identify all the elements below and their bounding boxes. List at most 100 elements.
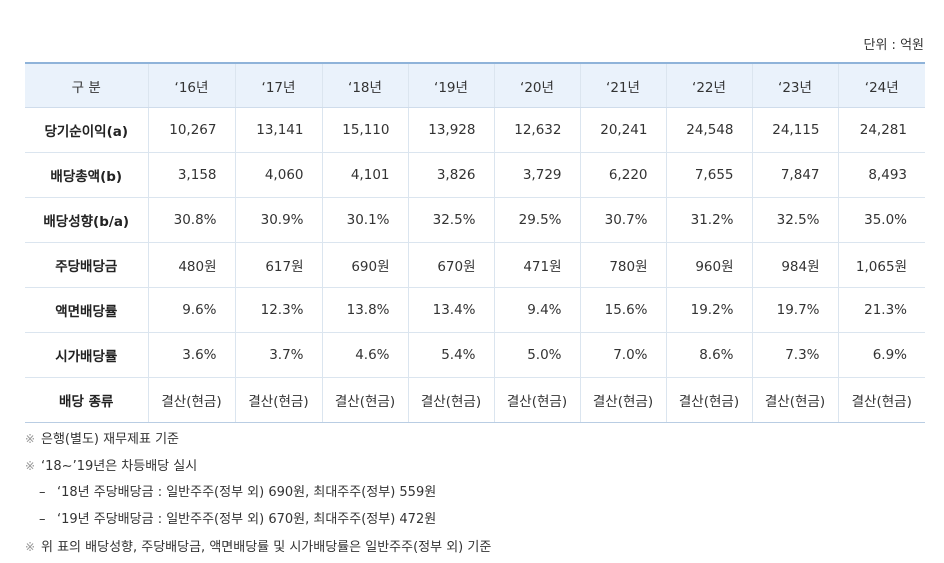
table-cell: 3.6% xyxy=(148,332,236,378)
table-cell: 15,110 xyxy=(322,107,409,153)
table-cell: 32.5% xyxy=(752,197,839,243)
row-label: 배당 종류 xyxy=(25,377,149,423)
header-year: ‘23년 xyxy=(752,62,839,108)
table-cell: 5.0% xyxy=(494,332,581,378)
reference-mark-icon: ※ xyxy=(25,540,36,554)
table-cell: 32.5% xyxy=(408,197,495,243)
header-year: ‘20년 xyxy=(494,62,581,108)
footnote-sub-text: ‘18년 주당배당금 : 일반주주(정부 외) 690원, 최대주주(정부) 5… xyxy=(57,485,437,500)
table-cell: 7,847 xyxy=(752,152,839,198)
table-cell: 6.9% xyxy=(838,332,925,378)
table-cell: 29.5% xyxy=(494,197,581,243)
table-cell: 7,655 xyxy=(666,152,753,198)
table-cell: 24,548 xyxy=(666,107,753,153)
table-cell: 5.4% xyxy=(408,332,495,378)
footnote-text: ‘18∼’19년은 차등배당 실시 xyxy=(41,459,198,474)
table-cell: 31.2% xyxy=(666,197,753,243)
table-cell: 780원 xyxy=(580,242,667,288)
footnote-sub: – ‘18년 주당배당금 : 일반주주(정부 외) 690원, 최대주주(정부) … xyxy=(25,482,491,509)
table-cell: 9.6% xyxy=(148,287,236,333)
table-cell: 3.7% xyxy=(235,332,323,378)
table-row: 당기순이익(a) 10,267 13,141 15,110 13,928 12,… xyxy=(25,107,925,153)
table-cell: 결산(현금) xyxy=(408,377,495,423)
table-cell: 1,065원 xyxy=(838,242,925,288)
table-cell: 30.9% xyxy=(235,197,323,243)
header-year: ‘21년 xyxy=(580,62,667,108)
table-cell: 3,158 xyxy=(148,152,236,198)
header-year: ‘19년 xyxy=(408,62,495,108)
footnote-text: 은행(별도) 재무제표 기준 xyxy=(41,432,180,447)
table-cell: 24,115 xyxy=(752,107,839,153)
footnote: ※ 위 표의 배당성향, 주당배당금, 액면배당률 및 시가배당률은 일반주주(정… xyxy=(25,536,491,563)
table-cell: 19.7% xyxy=(752,287,839,333)
table-cell: 617원 xyxy=(235,242,323,288)
table-cell: 12,632 xyxy=(494,107,581,153)
table-cell: 결산(현금) xyxy=(235,377,323,423)
table-cell: 15.6% xyxy=(580,287,667,333)
table-header-row: 구 분 ‘16년 ‘17년 ‘18년 ‘19년 ‘20년 ‘21년 ‘22년 ‘… xyxy=(25,62,925,108)
table-cell: 7.0% xyxy=(580,332,667,378)
table-cell: 471원 xyxy=(494,242,581,288)
table-row: 액면배당률 9.6% 12.3% 13.8% 13.4% 9.4% 15.6% … xyxy=(25,287,925,333)
header-year: ‘22년 xyxy=(666,62,753,108)
table-cell: 4,060 xyxy=(235,152,323,198)
table-cell: 결산(현금) xyxy=(494,377,581,423)
table-row: 배당총액(b) 3,158 4,060 4,101 3,826 3,729 6,… xyxy=(25,152,925,198)
table-row: 주당배당금 480원 617원 690원 670원 471원 780원 960원… xyxy=(25,242,925,288)
header-year: ‘17년 xyxy=(235,62,323,108)
table-row: 시가배당률 3.6% 3.7% 4.6% 5.4% 5.0% 7.0% 8.6%… xyxy=(25,332,925,378)
table-cell: 30.8% xyxy=(148,197,236,243)
table-cell: 3,826 xyxy=(408,152,495,198)
table-cell: 24,281 xyxy=(838,107,925,153)
header-year: ‘16년 xyxy=(148,62,236,108)
table-cell: 13.4% xyxy=(408,287,495,333)
footnote-sub-text: ‘19년 주당배당금 : 일반주주(정부 외) 670원, 최대주주(정부) 4… xyxy=(57,512,437,527)
table-cell: 3,729 xyxy=(494,152,581,198)
row-label: 액면배당률 xyxy=(25,287,149,333)
table-cell: 13.8% xyxy=(322,287,409,333)
table-cell: 결산(현금) xyxy=(838,377,925,423)
table-cell: 6,220 xyxy=(580,152,667,198)
unit-label: 단위 : 억원 xyxy=(863,38,925,53)
table-cell: 30.1% xyxy=(322,197,409,243)
footnote: ※ ‘18∼’19년은 차등배당 실시 xyxy=(25,455,491,482)
table-cell: 21.3% xyxy=(838,287,925,333)
row-label: 주당배당금 xyxy=(25,242,149,288)
footnote-sub: – ‘19년 주당배당금 : 일반주주(정부 외) 670원, 최대주주(정부) … xyxy=(25,509,491,536)
table-cell: 결산(현금) xyxy=(580,377,667,423)
dash-icon: – xyxy=(39,512,46,527)
row-label: 시가배당률 xyxy=(25,332,149,378)
table-row: 배당성향(b/a) 30.8% 30.9% 30.1% 32.5% 29.5% … xyxy=(25,197,925,243)
footnote-text: 위 표의 배당성향, 주당배당금, 액면배당률 및 시가배당률은 일반주주(정부… xyxy=(41,540,492,555)
table-cell: 10,267 xyxy=(148,107,236,153)
table-cell: 960원 xyxy=(666,242,753,288)
reference-mark-icon: ※ xyxy=(25,459,36,473)
row-label: 당기순이익(a) xyxy=(25,107,149,153)
table-cell: 20,241 xyxy=(580,107,667,153)
table-cell: 984원 xyxy=(752,242,839,288)
table-cell: 670원 xyxy=(408,242,495,288)
table-cell: 9.4% xyxy=(494,287,581,333)
table-cell: 30.7% xyxy=(580,197,667,243)
header-year: ‘24년 xyxy=(838,62,925,108)
table-cell: 7.3% xyxy=(752,332,839,378)
table-cell: 19.2% xyxy=(666,287,753,333)
row-label: 배당총액(b) xyxy=(25,152,149,198)
table-cell: 결산(현금) xyxy=(322,377,409,423)
dash-icon: – xyxy=(39,485,46,500)
dividend-table: 구 분 ‘16년 ‘17년 ‘18년 ‘19년 ‘20년 ‘21년 ‘22년 ‘… xyxy=(25,62,925,423)
table-cell: 결산(현금) xyxy=(148,377,236,423)
footnotes: ※ 은행(별도) 재무제표 기준 ※ ‘18∼’19년은 차등배당 실시 – ‘18년… xyxy=(25,428,491,563)
footnote: ※ 은행(별도) 재무제표 기준 xyxy=(25,428,491,455)
table-cell: 8,493 xyxy=(838,152,925,198)
table-cell: 12.3% xyxy=(235,287,323,333)
header-year: ‘18년 xyxy=(322,62,409,108)
table-cell: 13,141 xyxy=(235,107,323,153)
reference-mark-icon: ※ xyxy=(25,432,36,446)
table-cell: 4.6% xyxy=(322,332,409,378)
table-cell: 13,928 xyxy=(408,107,495,153)
table-cell: 4,101 xyxy=(322,152,409,198)
table-cell: 결산(현금) xyxy=(752,377,839,423)
table-cell: 8.6% xyxy=(666,332,753,378)
header-category: 구 분 xyxy=(25,62,149,108)
